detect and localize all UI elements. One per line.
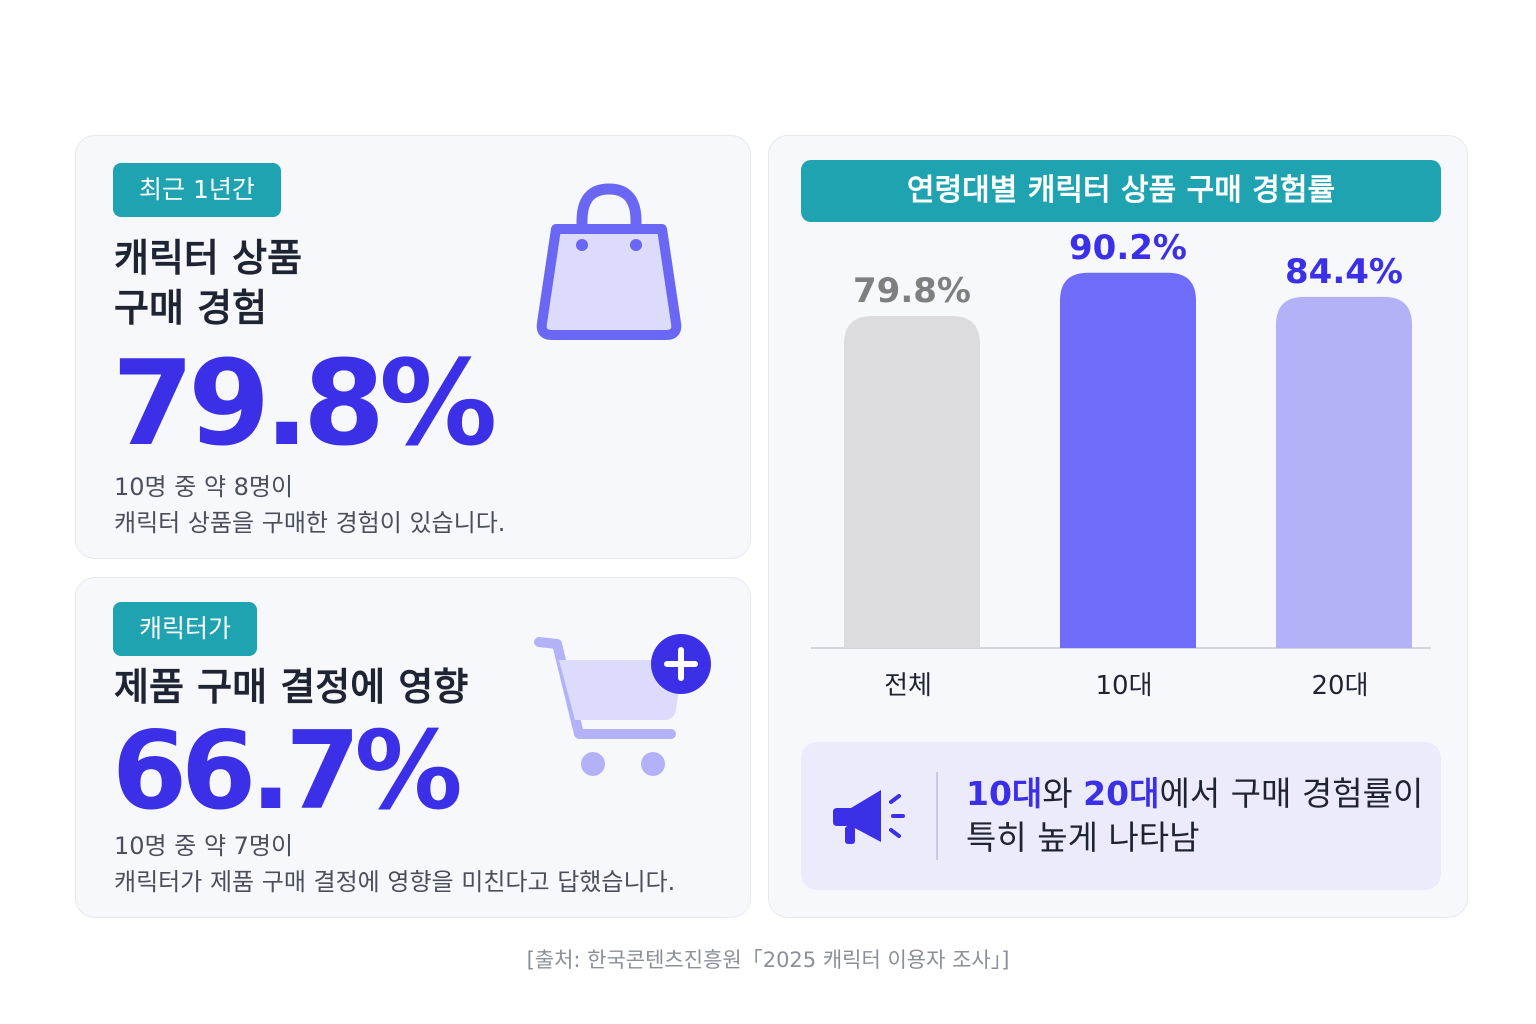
- callout-line2: 특히 높게 나타남: [966, 818, 1200, 857]
- age-chart-card: 연령대별 캐릭터 상품 구매 경험률 79.8% 전체 90.2% 10대 84.4% 2…: [768, 135, 1468, 918]
- category-label-1: 10대: [1095, 671, 1152, 701]
- card1-heading-line1: 캐릭터 상품: [114, 236, 303, 280]
- card2-heading: 제품 구매 결정에 영향: [114, 665, 469, 709]
- bar-value-label-1: 90.2%: [1069, 228, 1187, 268]
- category-label-2: 20대: [1311, 671, 1368, 701]
- shopping-bag-icon: [534, 183, 684, 347]
- source-citation: [출처: 한국콘텐츠진흥원「2025 캐릭터 이용자 조사」]: [526, 948, 1010, 972]
- callout-highlight-twenties: 20대: [1083, 774, 1160, 813]
- influence-tag: 캐릭터가: [113, 602, 258, 656]
- bar-value-label-2: 84.4%: [1285, 252, 1403, 292]
- callout-box: 10대와 20대에서 구매 경험률이 특히 높게 나타남: [801, 742, 1441, 890]
- chart-title: 연령대별 캐릭터 상품 구매 경험률: [801, 160, 1441, 222]
- bar-0: [844, 316, 980, 648]
- callout-divider: [936, 772, 938, 860]
- callout-text: 10대와 20대에서 구매 경험률이 특히 높게 나타남: [966, 772, 1423, 860]
- megaphone-icon: [831, 782, 911, 856]
- card2-desc-line1: 10명 중 약 7명이: [114, 832, 294, 860]
- purchase-influence-stat: 66.7%: [112, 709, 463, 834]
- callout-line1: 10대와 20대에서 구매 경험률이: [966, 774, 1424, 813]
- purchase-influence-card: 캐릭터가 제품 구매 결정에 영향 66.7% 10명 중 약 7명이 캐릭터가…: [75, 577, 751, 918]
- card1-desc-line2: 캐릭터 상품을 구매한 경험이 있습니다.: [114, 509, 506, 537]
- callout-highlight-teens: 10대: [966, 774, 1043, 813]
- period-tag: 최근 1년간: [113, 163, 281, 217]
- shopping-cart-plus-icon: [531, 630, 721, 784]
- bar-value-label-0: 79.8%: [853, 271, 971, 311]
- bar-2: [1276, 296, 1412, 648]
- card1-heading-line2: 구매 경험: [114, 286, 268, 330]
- bar-1: [1060, 272, 1196, 648]
- card2-desc-line2: 캐릭터가 제품 구매 결정에 영향을 미친다고 답했습니다.: [114, 868, 676, 896]
- purchase-experience-stat: 79.8%: [112, 334, 497, 472]
- bar-chart: 79.8% 전체 90.2% 10대 84.4% 20대: [811, 228, 1431, 701]
- category-label-0: 전체: [884, 671, 932, 701]
- card1-desc-line1: 10명 중 약 8명이: [114, 473, 294, 501]
- purchase-experience-card: 최근 1년간 캐릭터 상품 구매 경험 79.8% 10명 중 약 8명이 캐릭…: [75, 135, 751, 559]
